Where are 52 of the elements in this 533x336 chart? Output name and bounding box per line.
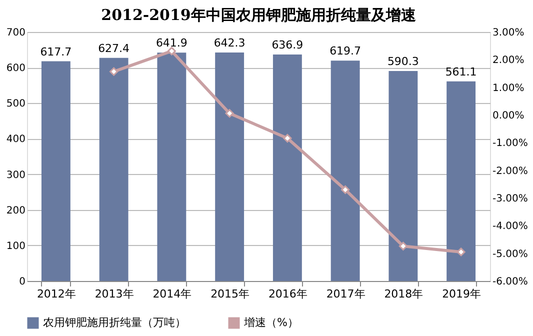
y2-tick-label: -4.00% (492, 221, 528, 232)
point (398, 242, 408, 250)
data-label: 619.7 (330, 44, 362, 58)
chart-title: 2012-2019年中国农用钾肥施用折纯量及增速 (101, 6, 417, 24)
point (110, 67, 118, 76)
bar (157, 52, 186, 281)
bar (388, 71, 418, 281)
data-label: 561.1 (445, 65, 477, 78)
y2-tick-label: 1.00% (492, 82, 524, 94)
data-label: 617.7 (40, 45, 72, 58)
point (456, 248, 466, 256)
y-tick-label: 100 (6, 240, 26, 252)
y2-tick-label: -1.00% (492, 138, 528, 150)
point (341, 185, 350, 194)
x-tick-label: 2015年 (210, 288, 250, 300)
x-tick-label: 2016年 (268, 288, 308, 300)
x-tick-label: 2012年 (36, 288, 76, 300)
data-label: 627.4 (98, 42, 130, 55)
x-tick-label: 2017年 (326, 288, 366, 300)
bar (330, 60, 360, 281)
y-tick-label: 400 (6, 134, 26, 146)
bar (446, 81, 476, 281)
y2-tick-label: 3.00% (492, 28, 524, 38)
point (167, 46, 176, 56)
data-label: 642.3 (214, 36, 246, 50)
legend-label: 农用钾肥施用折纯量（万吨） (43, 316, 186, 329)
y-tick-label: 500 (6, 98, 26, 110)
x-tick-label: 2014年 (152, 288, 192, 300)
x-tick-label: 2019年 (442, 288, 482, 300)
data-label: 641.9 (156, 36, 188, 50)
x-tick-label: 2018年 (384, 288, 424, 300)
y2-tick-label: -5.00% (492, 248, 528, 260)
bar (41, 61, 70, 281)
y-tick-label: 0 (19, 276, 26, 288)
bar (99, 58, 128, 281)
y2-tick-label: 2.00% (492, 55, 524, 66)
bar (215, 52, 244, 281)
point (225, 109, 234, 118)
data-label: 636.9 (272, 38, 304, 52)
bar (272, 54, 302, 281)
y2-tick-label: -6.00% (492, 276, 528, 288)
y2-tick-label: 0.00% (492, 110, 524, 122)
y-tick-label: 700 (6, 28, 26, 38)
point (283, 134, 292, 143)
y2-tick-label: -2.00% (492, 166, 528, 177)
y-tick-label: 600 (6, 63, 26, 74)
x-tick-label: 2013年 (94, 288, 134, 300)
y-tick-label: 300 (6, 170, 26, 181)
y-tick-label: 200 (6, 205, 26, 216)
legend-label: 增速（%） (243, 316, 298, 329)
data-label: 590.3 (387, 55, 419, 68)
y2-tick-label: -3.00% (492, 194, 528, 204)
